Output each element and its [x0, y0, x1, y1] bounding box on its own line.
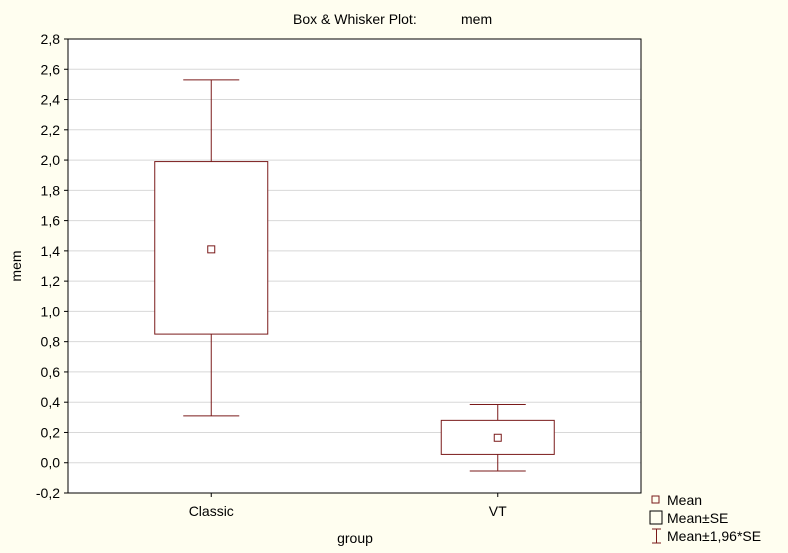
- legend-ci-marker: [652, 528, 661, 544]
- chart-title-variable: mem: [461, 11, 492, 27]
- y-tick-label: 1,2: [41, 273, 61, 289]
- legend-mean-marker: [651, 495, 660, 504]
- y-tick-label: 2,4: [41, 92, 61, 108]
- x-tick-label: Classic: [189, 503, 234, 519]
- y-tick-label: 2,0: [41, 152, 61, 168]
- y-tick-label: 0,0: [41, 455, 61, 471]
- y-tick-label: 0,8: [41, 334, 61, 350]
- y-tick-label: 1,6: [41, 213, 61, 229]
- y-tick-label: 2,2: [41, 122, 61, 138]
- y-axis-ticks: -0,2 0,0 0,2 0,4 0,6 0,8 1,0 1,2 1,4 1,6 1,8 2,0 2,2…: [36, 31, 68, 501]
- mean-marker: [207, 245, 216, 254]
- box-group-vt: [440, 403, 555, 472]
- y-tick-label: 2,8: [41, 31, 61, 47]
- chart-title: Box & Whisker Plot:: [293, 11, 417, 27]
- box-group-classic: [154, 79, 269, 417]
- boxes: [154, 79, 555, 472]
- plot-area: [68, 39, 641, 493]
- legend: Mean Mean±SE Mean±1,96*SE: [649, 492, 761, 544]
- y-tick-label: -0,2: [36, 485, 60, 501]
- legend-mean-label: Mean: [667, 492, 702, 508]
- y-tick-label: 0,2: [41, 424, 61, 440]
- plot-frame: [67, 38, 642, 494]
- y-tick-label: 1,0: [41, 303, 61, 319]
- legend-se-label: Mean±SE: [667, 510, 728, 526]
- y-tick-label: 1,8: [41, 182, 61, 198]
- y-tick-label: 0,6: [41, 364, 61, 380]
- y-tick-label: 0,4: [41, 394, 61, 410]
- x-axis-label: group: [337, 530, 373, 546]
- mean-marker: [493, 433, 502, 442]
- x-axis-ticks: Classic VT: [189, 493, 507, 519]
- legend-ci-label: Mean±1,96*SE: [667, 528, 761, 544]
- legend-se-marker: [649, 510, 663, 525]
- y-tick-label: 2,6: [41, 61, 61, 77]
- y-tick-label: 1,4: [41, 243, 61, 259]
- x-tick-label: VT: [489, 503, 507, 519]
- y-axis-label: mem: [8, 250, 24, 281]
